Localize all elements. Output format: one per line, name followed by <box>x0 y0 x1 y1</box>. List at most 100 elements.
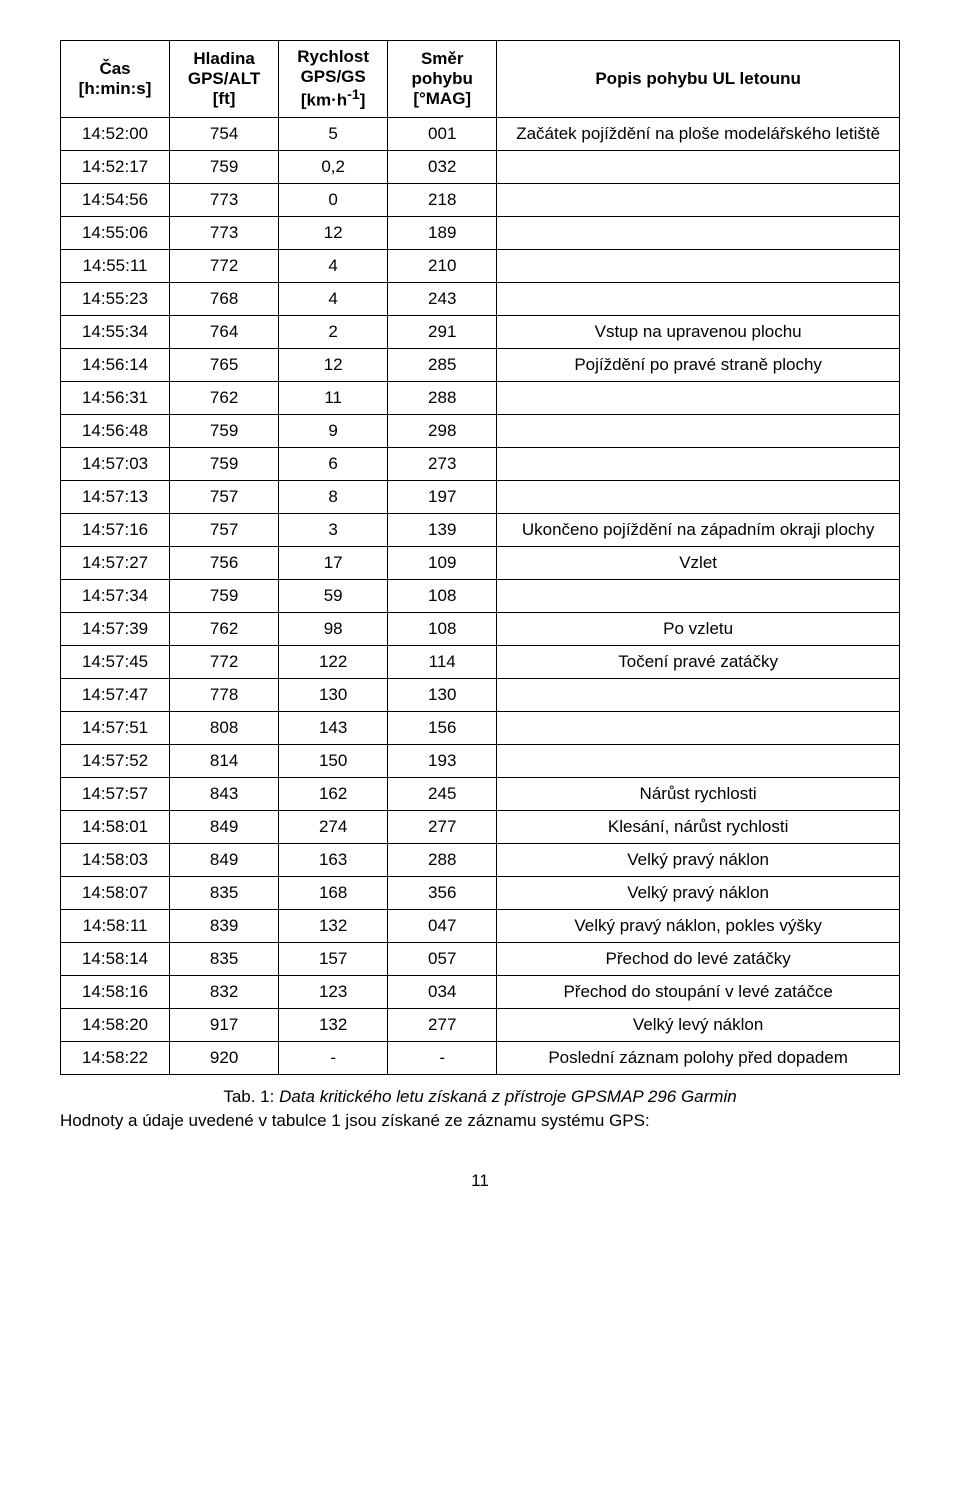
cell-mag: 298 <box>388 414 497 447</box>
cell-mag: 277 <box>388 810 497 843</box>
cell-mag: 288 <box>388 381 497 414</box>
cell-gs: 157 <box>279 942 388 975</box>
cell-t: 14:55:06 <box>61 216 170 249</box>
caption-line2: Hodnoty a údaje uvedené v tabulce 1 jsou… <box>60 1111 900 1131</box>
cell-gs: 11 <box>279 381 388 414</box>
caption-italic: Data kritického letu získaná z přístroje… <box>279 1087 737 1106</box>
cell-gs: 2 <box>279 315 388 348</box>
cell-description: Točení pravé zatáčky <box>497 645 900 678</box>
cell-description: Velký levý náklon <box>497 1008 900 1041</box>
cell-mag: 277 <box>388 1008 497 1041</box>
table-row: 14:58:11839132047Velký pravý náklon, pok… <box>61 909 900 942</box>
cell-description <box>497 183 900 216</box>
cell-gs: 17 <box>279 546 388 579</box>
cell-alt: 756 <box>170 546 279 579</box>
cell-t: 14:57:03 <box>61 447 170 480</box>
cell-gs: 12 <box>279 216 388 249</box>
cell-alt: 772 <box>170 249 279 282</box>
cell-mag: 130 <box>388 678 497 711</box>
cell-mag: 047 <box>388 909 497 942</box>
table-row: 14:55:237684243 <box>61 282 900 315</box>
table-row: 14:57:47778130130 <box>61 678 900 711</box>
cell-alt: 757 <box>170 513 279 546</box>
cell-gs: 9 <box>279 414 388 447</box>
table-header-row: Čas[h:min:s] HladinaGPS/ALT[ft] Rychlost… <box>61 41 900 118</box>
cell-alt: 754 <box>170 117 279 150</box>
cell-alt: 843 <box>170 777 279 810</box>
cell-mag: 218 <box>388 183 497 216</box>
cell-mag: 032 <box>388 150 497 183</box>
table-row: 14:58:07835168356Velký pravý náklon <box>61 876 900 909</box>
cell-gs: 0,2 <box>279 150 388 183</box>
cell-mag: 108 <box>388 612 497 645</box>
cell-t: 14:58:20 <box>61 1008 170 1041</box>
cell-alt: 759 <box>170 579 279 612</box>
cell-mag: - <box>388 1041 497 1074</box>
cell-mag: 189 <box>388 216 497 249</box>
cell-description <box>497 150 900 183</box>
table-row: 14:57:45772122114Točení pravé zatáčky <box>61 645 900 678</box>
table-row: 14:55:117724210 <box>61 249 900 282</box>
table-row: 14:57:037596273 <box>61 447 900 480</box>
cell-alt: 773 <box>170 216 279 249</box>
table-row: 14:52:007545001Začátek pojíždění na ploš… <box>61 117 900 150</box>
cell-t: 14:55:11 <box>61 249 170 282</box>
cell-description <box>497 480 900 513</box>
cell-t: 14:57:47 <box>61 678 170 711</box>
cell-alt: 808 <box>170 711 279 744</box>
cell-gs: 5 <box>279 117 388 150</box>
cell-description <box>497 678 900 711</box>
cell-gs: 168 <box>279 876 388 909</box>
cell-gs: - <box>279 1041 388 1074</box>
cell-t: 14:57:34 <box>61 579 170 612</box>
cell-gs: 4 <box>279 282 388 315</box>
cell-description: Vstup na upravenou plochu <box>497 315 900 348</box>
cell-description <box>497 711 900 744</box>
cell-mag: 245 <box>388 777 497 810</box>
cell-alt: 762 <box>170 381 279 414</box>
table-row: 14:57:3976298108Po vzletu <box>61 612 900 645</box>
cell-mag: 273 <box>388 447 497 480</box>
cell-gs: 59 <box>279 579 388 612</box>
table-row: 14:56:487599298 <box>61 414 900 447</box>
cell-t: 14:56:14 <box>61 348 170 381</box>
cell-t: 14:58:01 <box>61 810 170 843</box>
cell-alt: 849 <box>170 810 279 843</box>
cell-alt: 757 <box>170 480 279 513</box>
cell-mag: 139 <box>388 513 497 546</box>
cell-t: 14:57:27 <box>61 546 170 579</box>
cell-description: Velký pravý náklon <box>497 843 900 876</box>
cell-mag: 356 <box>388 876 497 909</box>
cell-t: 14:58:07 <box>61 876 170 909</box>
cell-gs: 130 <box>279 678 388 711</box>
table-row: 14:57:3475959108 <box>61 579 900 612</box>
cell-t: 14:57:51 <box>61 711 170 744</box>
cell-gs: 132 <box>279 1008 388 1041</box>
cell-alt: 835 <box>170 942 279 975</box>
cell-gs: 150 <box>279 744 388 777</box>
cell-description: Přechod do stoupání v levé zatáčce <box>497 975 900 1008</box>
cell-mag: 108 <box>388 579 497 612</box>
cell-t: 14:57:45 <box>61 645 170 678</box>
cell-alt: 814 <box>170 744 279 777</box>
header-altitude: HladinaGPS/ALT[ft] <box>170 41 279 118</box>
cell-alt: 759 <box>170 414 279 447</box>
table-row: 14:58:22920--Poslední záznam polohy před… <box>61 1041 900 1074</box>
table-row: 14:58:14835157057Přechod do levé zatáčky <box>61 942 900 975</box>
table-row: 14:58:16832123034Přechod do stoupání v l… <box>61 975 900 1008</box>
cell-gs: 162 <box>279 777 388 810</box>
cell-description: Poslední záznam polohy před dopadem <box>497 1041 900 1074</box>
cell-alt: 917 <box>170 1008 279 1041</box>
cell-t: 14:56:48 <box>61 414 170 447</box>
cell-alt: 765 <box>170 348 279 381</box>
cell-description: Přechod do levé zatáčky <box>497 942 900 975</box>
table-caption: Tab. 1: Data kritického letu získaná z p… <box>60 1087 900 1107</box>
cell-description: Klesání, nárůst rychlosti <box>497 810 900 843</box>
table-row: 14:58:20917132277Velký levý náklon <box>61 1008 900 1041</box>
cell-mag: 034 <box>388 975 497 1008</box>
table-row: 14:52:177590,2032 <box>61 150 900 183</box>
cell-alt: 839 <box>170 909 279 942</box>
cell-mag: 197 <box>388 480 497 513</box>
table-row: 14:55:347642291Vstup na upravenou plochu <box>61 315 900 348</box>
cell-alt: 778 <box>170 678 279 711</box>
